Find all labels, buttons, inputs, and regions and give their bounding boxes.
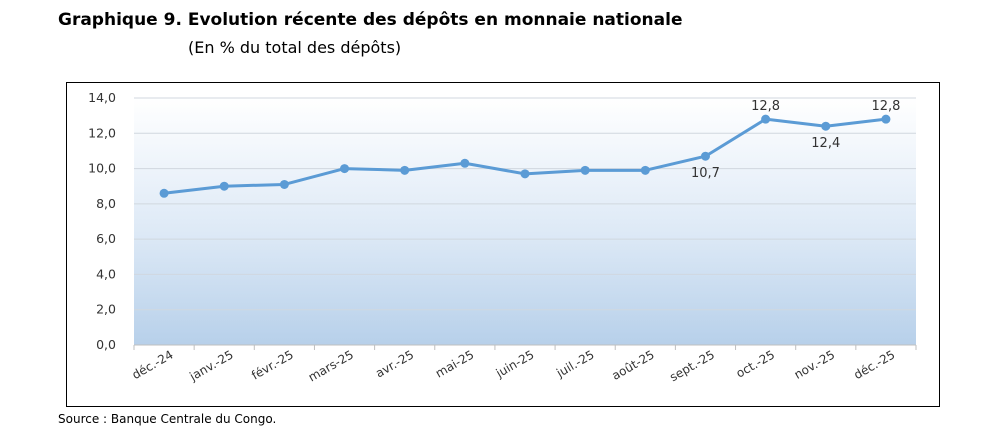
data-point bbox=[400, 165, 410, 175]
data-point bbox=[520, 169, 530, 179]
y-tick-label: 2,0 bbox=[96, 302, 116, 317]
data-point bbox=[460, 158, 470, 168]
data-label: 12,4 bbox=[811, 136, 840, 151]
data-point bbox=[821, 121, 831, 131]
x-tick-label: janv.-25 bbox=[186, 347, 235, 384]
plot-area bbox=[134, 98, 916, 345]
data-point bbox=[761, 114, 771, 124]
chart-frame bbox=[66, 82, 940, 407]
data-point bbox=[640, 165, 650, 175]
chart-subtitle: (En % du total des dépôts) bbox=[188, 38, 402, 57]
data-point bbox=[340, 164, 350, 174]
x-tick-label: déc.-24 bbox=[130, 347, 176, 382]
data-label: 12,8 bbox=[751, 99, 780, 114]
y-tick-label: 0,0 bbox=[96, 337, 116, 352]
data-point bbox=[159, 188, 169, 198]
x-tick-label: août-25 bbox=[609, 347, 656, 382]
y-tick-label: 8,0 bbox=[96, 196, 116, 211]
x-tick-label: juin-25 bbox=[493, 347, 537, 380]
x-tick-label: juil.-25 bbox=[553, 347, 596, 380]
data-label: 10,7 bbox=[691, 166, 720, 181]
data-point bbox=[580, 165, 590, 175]
x-tick-label: nov.-25 bbox=[792, 347, 838, 381]
x-tick-label: févr.-25 bbox=[249, 347, 296, 382]
data-point bbox=[279, 179, 289, 189]
chart-source: Source : Banque Centrale du Congo. bbox=[58, 412, 277, 426]
data-point bbox=[700, 151, 710, 161]
x-tick-label: déc.-25 bbox=[851, 347, 897, 382]
y-tick-label: 12,0 bbox=[88, 125, 116, 140]
y-tick-label: 4,0 bbox=[96, 266, 116, 281]
y-tick-label: 14,0 bbox=[88, 90, 116, 105]
chart-title: Graphique 9. Evolution récente des dépôt… bbox=[58, 10, 683, 30]
x-tick-label: mars-25 bbox=[306, 347, 356, 384]
x-tick-label: mai-25 bbox=[433, 347, 476, 380]
y-tick-label: 10,0 bbox=[88, 161, 116, 176]
data-point bbox=[881, 114, 891, 124]
data-label: 12,8 bbox=[871, 99, 900, 114]
x-tick-label: oct.-25 bbox=[734, 347, 777, 380]
y-tick-label: 6,0 bbox=[96, 231, 116, 246]
data-point bbox=[219, 181, 229, 191]
x-tick-label: avr.-25 bbox=[373, 347, 416, 380]
x-tick-label: sept.-25 bbox=[667, 347, 717, 384]
